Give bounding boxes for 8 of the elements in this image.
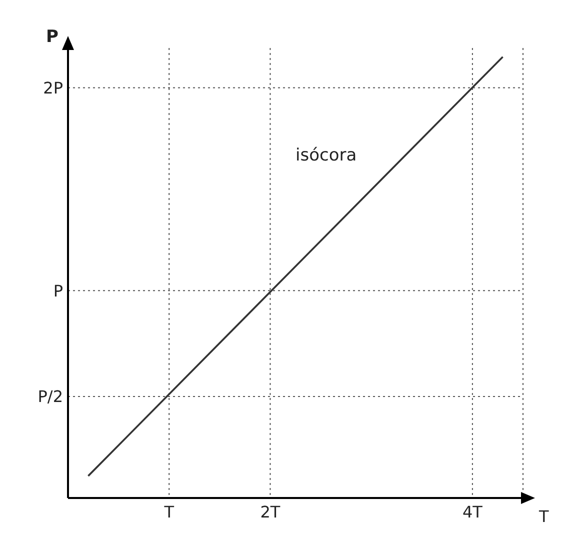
ref-line-label: P/2 (38, 387, 63, 406)
y-axis-title: P (46, 27, 58, 47)
x-tick-label: 4T (462, 502, 483, 522)
x-tick-label: 2T (260, 502, 280, 522)
x-tick-label: T (163, 502, 174, 522)
annotation: isócora (296, 146, 357, 166)
ref-line-label: P (53, 281, 64, 300)
ref-line-label: 2P (43, 78, 64, 98)
